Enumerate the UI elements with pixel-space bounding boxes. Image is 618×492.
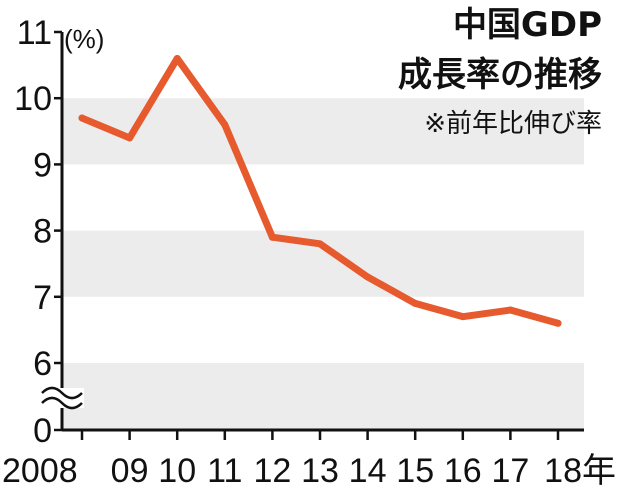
- data-point: [268, 233, 276, 241]
- data-point: [459, 313, 467, 321]
- y-tick-label: 9: [33, 146, 52, 184]
- axis-break-wave: [41, 396, 83, 410]
- x-tick-label: 09: [111, 452, 149, 490]
- data-point: [173, 54, 181, 62]
- x-tick-label: 13: [301, 452, 339, 490]
- data-point: [221, 121, 229, 129]
- data-point: [554, 319, 562, 327]
- x-tick-label: 16: [444, 452, 482, 490]
- data-point: [126, 134, 134, 142]
- x-tick-label: 14: [349, 452, 387, 490]
- y-tick-label: 6: [33, 345, 52, 383]
- data-point: [316, 240, 324, 248]
- x-tick-label: 10: [158, 452, 196, 490]
- x-tick-label: 11: [207, 452, 242, 490]
- y-tick-label: 0: [33, 412, 52, 450]
- data-point: [364, 273, 372, 281]
- chart-subtitle: ※前年比伸び率: [424, 109, 602, 139]
- background-bands: [62, 98, 584, 430]
- chart-title-line2: 成長率の推移: [398, 55, 602, 95]
- series-layer: [78, 54, 562, 327]
- x-tick-labels: 2008 09 10 11 12 13 14 15 16 17 18年: [2, 430, 616, 490]
- grid-band: [62, 230, 584, 297]
- axis-break-wave: [41, 386, 83, 400]
- x-tick-label: 15: [396, 452, 434, 490]
- x-tick-label: 12: [253, 452, 291, 490]
- y-tick-label: 7: [33, 279, 52, 317]
- axis-break-gap: [40, 388, 84, 408]
- data-point: [506, 306, 514, 314]
- chart-title: 中国GDP: [453, 5, 602, 45]
- x-tick-label: 2008: [2, 452, 78, 490]
- y-tick-label: 10: [14, 80, 52, 118]
- y-unit-label: (%): [64, 24, 104, 54]
- x-tick-label: 17: [491, 452, 529, 490]
- data-point: [411, 299, 419, 307]
- y-tick-label: 8: [33, 213, 52, 251]
- x-tick-label: 18年: [544, 452, 616, 490]
- y-tick-label: 11: [17, 14, 52, 52]
- grid-band: [62, 363, 584, 430]
- y-tick-labels: 0 6 7 8 9 10 11: [14, 14, 62, 450]
- data-point: [78, 114, 86, 122]
